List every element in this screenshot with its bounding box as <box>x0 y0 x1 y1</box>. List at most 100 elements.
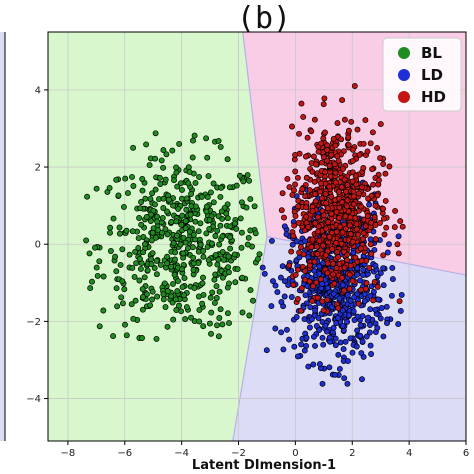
point-ld <box>310 361 317 368</box>
y-tick-label: −2 <box>26 317 41 328</box>
y-tick-label: 4 <box>35 85 41 96</box>
point-hd <box>300 113 307 120</box>
point-hd <box>339 97 346 104</box>
point-bl <box>117 261 124 268</box>
point-hd <box>334 249 341 255</box>
point-bl <box>106 184 113 191</box>
point-hd <box>324 157 331 164</box>
point-hd <box>399 223 406 230</box>
point-bl <box>238 244 245 251</box>
point-bl <box>213 295 220 301</box>
y-tick-label: 0 <box>35 240 41 251</box>
point-bl <box>224 156 231 163</box>
point-hd <box>317 276 324 283</box>
point-hd <box>331 161 338 168</box>
point-ld <box>316 270 323 277</box>
point-bl <box>204 154 211 161</box>
point-hd <box>360 165 367 171</box>
point-bl <box>140 249 147 256</box>
point-hd <box>345 208 352 215</box>
point-hd <box>335 254 342 261</box>
point-bl <box>149 288 156 295</box>
point-ld <box>344 358 351 365</box>
point-ld <box>354 327 361 334</box>
point-ld <box>344 380 351 387</box>
point-hd <box>374 283 381 290</box>
point-ld <box>303 334 310 341</box>
point-hd <box>371 279 378 285</box>
point-ld <box>340 346 347 353</box>
point-ld <box>286 336 293 343</box>
point-bl <box>137 205 144 212</box>
point-bl <box>129 173 135 180</box>
point-bl <box>185 180 192 187</box>
point-ld <box>359 376 365 383</box>
point-hd <box>360 140 367 147</box>
point-ld <box>330 290 337 297</box>
point-hd <box>364 213 371 220</box>
point-ld <box>347 335 354 342</box>
point-bl <box>217 306 224 313</box>
point-bl <box>173 307 180 313</box>
point-bl <box>200 274 206 281</box>
point-ld <box>367 236 374 243</box>
point-bl <box>217 143 224 150</box>
point-bl <box>136 215 143 221</box>
point-hd <box>357 245 364 252</box>
point-hd <box>397 218 404 225</box>
point-ld <box>283 231 290 238</box>
point-hd <box>322 129 328 136</box>
point-ld <box>335 351 342 358</box>
point-hd <box>369 166 376 173</box>
point-hd <box>334 120 341 127</box>
point-bl <box>214 261 221 268</box>
point-bl <box>96 323 103 330</box>
point-ld <box>312 342 318 349</box>
point-bl <box>252 230 259 237</box>
point-bl <box>225 269 232 276</box>
point-hd <box>358 257 365 264</box>
point-bl <box>148 261 155 268</box>
point-bl <box>216 315 223 321</box>
point-bl <box>137 265 144 272</box>
point-hd <box>281 214 287 221</box>
point-hd <box>372 202 379 209</box>
point-bl <box>215 213 222 220</box>
point-bl <box>244 241 251 248</box>
point-bl <box>118 294 125 301</box>
point-bl <box>213 283 220 290</box>
point-bl <box>148 237 155 244</box>
point-ld <box>370 288 377 295</box>
point-bl <box>123 227 130 234</box>
plot-frame <box>47 31 467 442</box>
point-hd <box>296 130 302 137</box>
point-ld <box>332 371 338 378</box>
data-points <box>83 83 406 387</box>
point-ld <box>285 282 292 289</box>
point-bl <box>188 314 194 321</box>
point-hd <box>299 186 306 193</box>
point-hd <box>382 197 389 204</box>
point-bl <box>247 227 254 234</box>
point-ld <box>395 233 402 240</box>
point-bl <box>192 203 199 210</box>
point-hd <box>325 219 332 226</box>
point-ld <box>384 320 390 327</box>
point-bl <box>137 255 143 262</box>
point-hd <box>345 141 352 148</box>
point-bl <box>214 322 220 329</box>
left-neighbor-panel-edge <box>0 32 6 441</box>
point-bl <box>148 211 154 218</box>
point-ld <box>332 342 339 349</box>
point-hd <box>320 212 327 219</box>
point-hd <box>336 214 343 221</box>
point-hd <box>326 233 333 240</box>
point-bl <box>196 306 203 313</box>
point-bl <box>206 217 213 223</box>
point-ld <box>335 314 342 321</box>
point-hd <box>302 153 309 160</box>
point-ld <box>386 241 392 248</box>
point-bl <box>164 288 171 295</box>
axis-ticks: −8 −6 −4 −2 0 2 4 6 4 2 0 −2 −4 <box>26 85 469 459</box>
point-hd <box>341 176 348 183</box>
